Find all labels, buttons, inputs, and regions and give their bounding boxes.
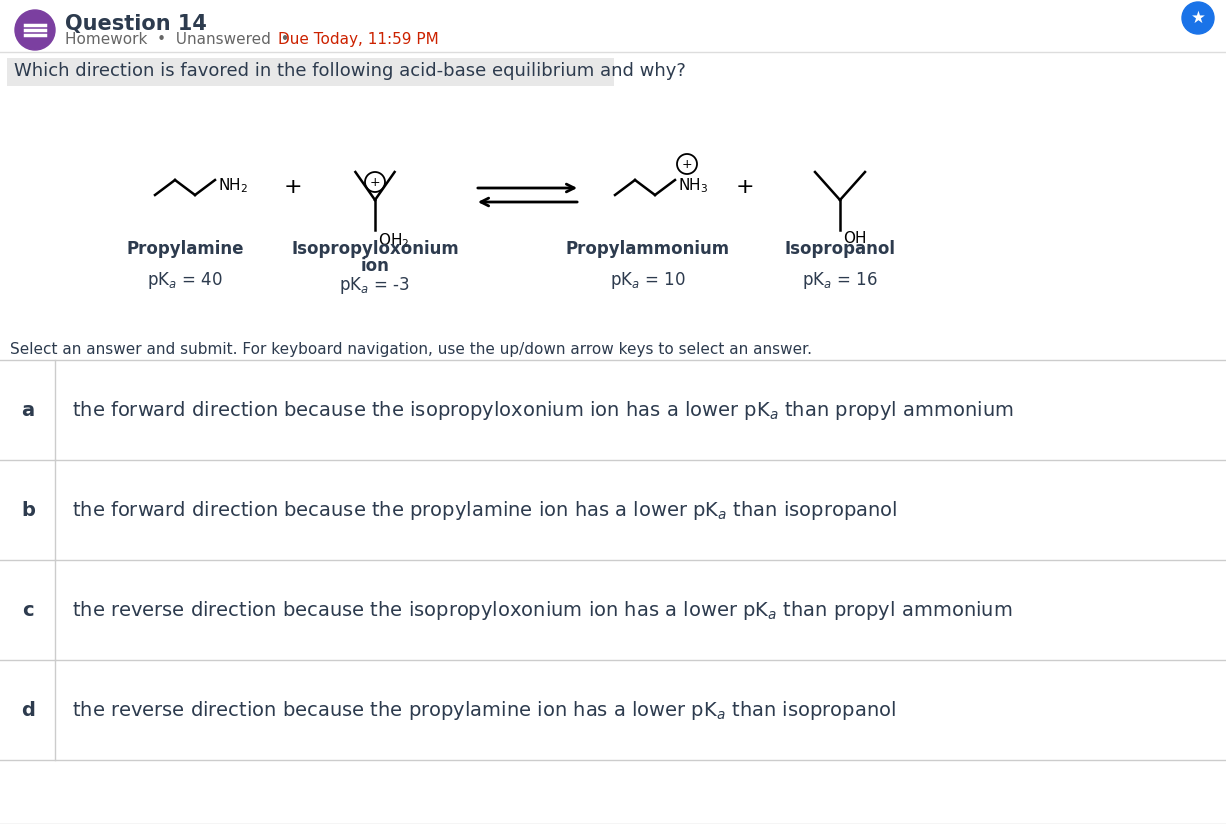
Text: NH$_3$: NH$_3$ xyxy=(678,176,709,194)
FancyBboxPatch shape xyxy=(7,58,614,86)
Text: +: + xyxy=(370,176,380,189)
Text: +: + xyxy=(283,177,303,197)
Text: d: d xyxy=(21,700,34,719)
Text: pK$_a$ = 16: pK$_a$ = 16 xyxy=(802,270,878,291)
Text: Propylamine: Propylamine xyxy=(126,240,244,258)
Text: Which direction is favored in the following acid-base equilibrium and why?: Which direction is favored in the follow… xyxy=(13,62,685,80)
Text: the reverse direction because the isopropyloxonium ion has a lower pK$_a$ than p: the reverse direction because the isopro… xyxy=(72,598,1013,621)
Text: +: + xyxy=(682,157,693,171)
Text: Isopropyloxonium: Isopropyloxonium xyxy=(291,240,459,258)
Text: OH: OH xyxy=(843,231,867,246)
Text: a: a xyxy=(21,400,34,419)
Text: ion: ion xyxy=(360,257,390,275)
Text: pK$_a$ = 10: pK$_a$ = 10 xyxy=(611,270,685,291)
Text: OH$_2$: OH$_2$ xyxy=(378,231,409,250)
Circle shape xyxy=(15,10,55,50)
Text: +: + xyxy=(736,177,754,197)
Text: Homework  •  Unanswered  •: Homework • Unanswered • xyxy=(65,32,299,47)
Text: pK$_a$ = 40: pK$_a$ = 40 xyxy=(147,270,223,291)
Text: Propylammonium: Propylammonium xyxy=(566,240,729,258)
Text: Question 14: Question 14 xyxy=(65,14,207,34)
Text: c: c xyxy=(22,601,34,620)
Text: Due Today, 11:59 PM: Due Today, 11:59 PM xyxy=(278,32,439,47)
Circle shape xyxy=(1182,2,1214,34)
Text: Select an answer and submit. For keyboard navigation, use the up/down arrow keys: Select an answer and submit. For keyboar… xyxy=(10,342,812,357)
Text: b: b xyxy=(21,500,34,519)
Text: ★: ★ xyxy=(1190,9,1205,27)
Text: Isopropanol: Isopropanol xyxy=(785,240,895,258)
Text: the forward direction because the propylamine ion has a lower pK$_a$ than isopro: the forward direction because the propyl… xyxy=(72,499,897,522)
Text: pK$_a$ = -3: pK$_a$ = -3 xyxy=(340,275,411,296)
Text: the forward direction because the isopropyloxonium ion has a lower pK$_a$ than p: the forward direction because the isopro… xyxy=(72,399,1014,422)
Text: NH$_2$: NH$_2$ xyxy=(218,176,248,194)
Text: the reverse direction because the propylamine ion has a lower pK$_a$ than isopro: the reverse direction because the propyl… xyxy=(72,699,896,722)
